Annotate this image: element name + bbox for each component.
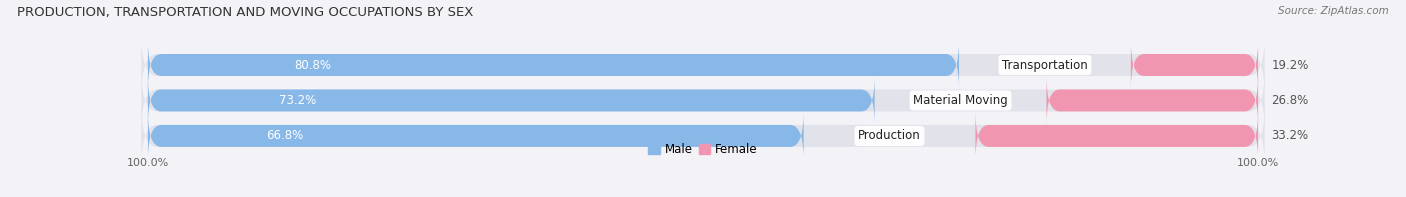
FancyBboxPatch shape (148, 41, 959, 89)
Text: 26.8%: 26.8% (1271, 94, 1309, 107)
FancyBboxPatch shape (141, 33, 1265, 97)
Text: 80.8%: 80.8% (294, 59, 330, 72)
FancyBboxPatch shape (141, 69, 1265, 132)
Legend: Male, Female: Male, Female (648, 143, 758, 156)
Text: 19.2%: 19.2% (1271, 59, 1309, 72)
Text: 66.8%: 66.8% (266, 129, 304, 142)
Text: Production: Production (858, 129, 921, 142)
Text: 33.2%: 33.2% (1271, 129, 1309, 142)
FancyBboxPatch shape (976, 112, 1258, 160)
FancyBboxPatch shape (1130, 41, 1258, 89)
FancyBboxPatch shape (1046, 76, 1258, 125)
Text: Source: ZipAtlas.com: Source: ZipAtlas.com (1278, 6, 1389, 16)
FancyBboxPatch shape (148, 112, 804, 160)
Text: Transportation: Transportation (1002, 59, 1088, 72)
Text: 73.2%: 73.2% (278, 94, 316, 107)
FancyBboxPatch shape (148, 76, 875, 125)
FancyBboxPatch shape (141, 104, 1265, 167)
Text: PRODUCTION, TRANSPORTATION AND MOVING OCCUPATIONS BY SEX: PRODUCTION, TRANSPORTATION AND MOVING OC… (17, 6, 474, 19)
Text: Material Moving: Material Moving (912, 94, 1008, 107)
